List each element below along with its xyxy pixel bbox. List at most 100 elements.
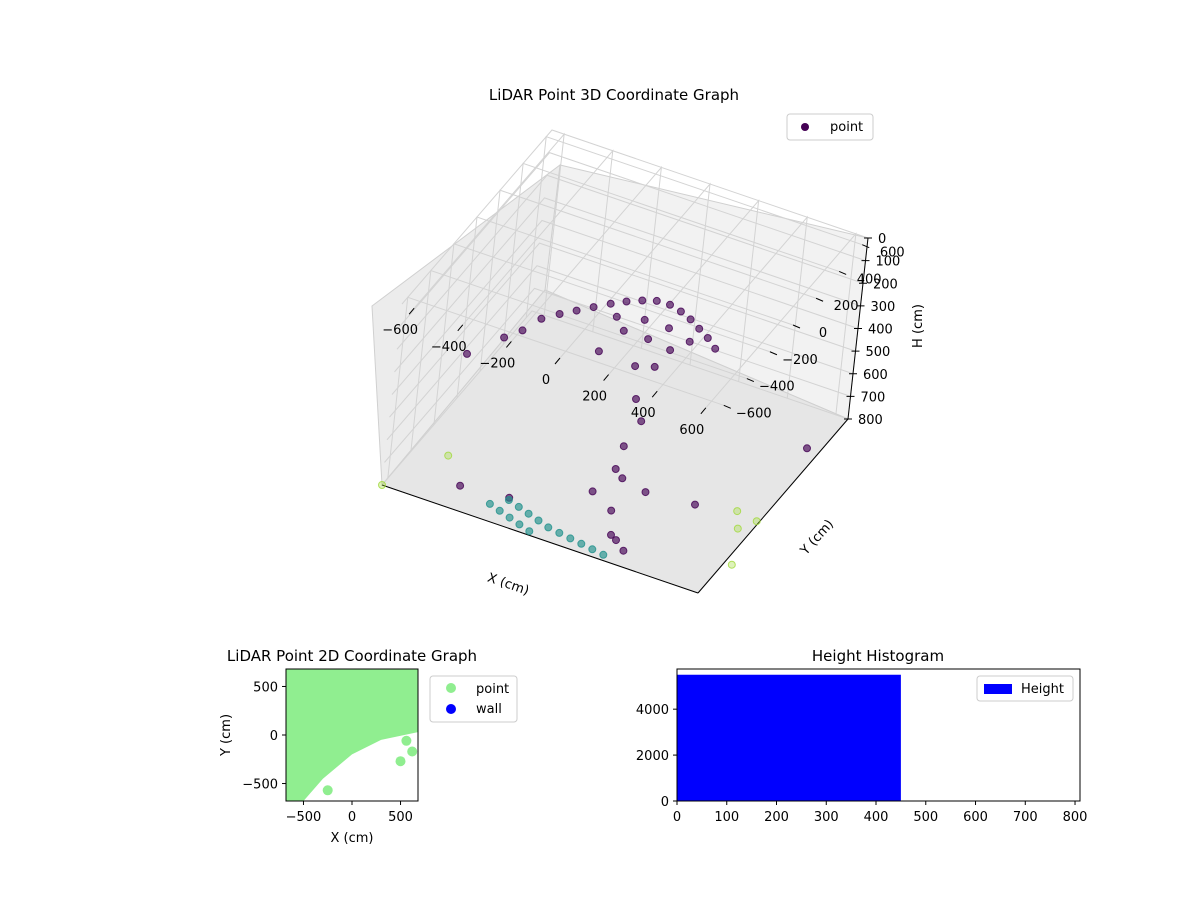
z-tick-label-3d: 300 [871,300,896,315]
chart-3d-title: LiDAR Point 3D Coordinate Graph [489,86,739,104]
z-axis-label-3d: H (cm) [911,304,926,348]
x-tick-label-3d: −400 [431,340,467,355]
grid-line-z [396,174,864,350]
data-point-3d [515,520,524,529]
grid-line-z [394,197,861,373]
data-point-3d [695,324,704,333]
data-point-3d [500,333,509,342]
y-tick-mark-3d [769,351,778,356]
data-point-3d [641,488,650,497]
legend-2d-label-wall: wall [476,702,502,717]
legend-2d-marker-wall [446,704,456,714]
y-tick-mark-3d [815,297,824,302]
z-tick-label-3d: 400 [868,323,893,338]
data-point-3d [631,362,640,371]
y-tick-label-3d: −600 [736,406,772,421]
data-point-2d [322,785,333,796]
x-axis-line [381,484,699,594]
histogram-frame [676,668,1081,802]
data-point-3d [640,315,649,324]
y-tick-label-3d: 0 [819,326,827,341]
x-tick-labels-2d: −500 0 500 [286,801,413,825]
grid-line-z [401,129,869,305]
x-axis-label-2d: X (cm) [331,831,374,846]
z-tick-label-3d: 500 [866,345,891,360]
grid-line-z [399,152,866,327]
data-point-3d [566,534,575,543]
data-point-3d [537,314,546,323]
data-point-3d [555,528,564,537]
y-axis-label-3d: Y (cm) [797,517,837,559]
data-point-3d [495,506,504,515]
x-tick-mark-3d [506,341,512,348]
data-point-3d [711,344,720,353]
x-tick-label-3d: 200 [582,390,607,405]
data-point-3d [589,303,598,312]
data-point-3d [619,546,628,555]
y-tick-mark-3d [792,324,801,329]
x-axis-label-3d: X (cm) [485,571,531,599]
y-tick-label-3d: −200 [782,353,818,368]
x-tick-label-histogram: 500 [913,810,938,825]
legend-histogram-label: Height [1021,682,1064,697]
histogram-bars [677,674,901,801]
x-tick-label-3d: −600 [382,323,418,338]
data-point-3d [676,307,685,316]
x-tick-label-histogram: 200 [764,810,789,825]
data-point-2d [401,735,412,746]
data-point-3d [555,310,564,318]
data-point-3d [594,347,603,356]
z-tick-label-3d: 0 [878,232,886,247]
points-3d [378,296,811,569]
x-tick-labels-histogram: 0 100 200 300 400 500 600 700 800 [673,801,1087,825]
x-tick-labels-3d: −600 −400 −200 0 200 400 600 [382,307,707,438]
x-tick-label-histogram: 600 [963,810,988,825]
data-point-3d [518,326,527,335]
histogram-bar [677,674,901,801]
data-point-3d [703,334,712,342]
x-tick-label-3d: 600 [679,423,704,438]
x-tick-mark-3d [651,390,658,398]
data-point-2d [395,756,406,767]
x-tick-label-histogram: 0 [673,810,681,825]
data-point-3d [619,442,628,451]
data-point-3d [572,306,581,315]
data-point-3d [652,296,661,305]
data-point-3d [485,499,494,508]
data-point-3d [685,337,694,346]
data-point-3d [803,444,811,453]
data-point-3d [607,506,616,515]
y-axis-line [697,418,849,594]
legend-3d: point [786,113,874,141]
z-tick-labels-3d: 0 100 200 300 400 500 600 700 800 [844,232,900,428]
data-point-3d [534,516,543,525]
data-point-3d [378,481,386,489]
point-cloud-region [286,669,418,801]
legend-2d: point wall [429,675,518,723]
z-tick-label-3d: 200 [873,277,898,292]
y-tick-mark-3d [723,404,731,409]
data-point-3d [632,395,640,403]
y-tick-labels-2d: 500 0 −500 [242,680,286,793]
y-tick-label-histogram: 4000 [636,703,669,718]
legend-3d-label-point: point [830,120,863,135]
z-tick-label-3d: 700 [861,390,886,405]
data-point-3d [644,335,653,344]
grid-line-z [391,219,859,395]
y-tick-label-2d: 0 [270,729,278,744]
x-tick-label-2d: 0 [348,810,356,825]
data-point-3d [577,539,586,548]
y-tick-label-2d: −500 [242,778,278,793]
data-point-3d [456,481,465,490]
chart-2d-title: LiDAR Point 2D Coordinate Graph [227,647,477,665]
y-tick-label-3d: −400 [759,380,795,395]
data-point-3d [666,300,674,309]
grid-line-z [389,242,856,418]
y-tick-mark-3d [838,271,847,275]
grid-line-z [386,265,854,441]
histogram-title: Height Histogram [812,647,944,665]
y-tick-label-3d: 200 [834,299,859,314]
data-point-3d [544,523,553,532]
data-point-3d [691,500,699,509]
